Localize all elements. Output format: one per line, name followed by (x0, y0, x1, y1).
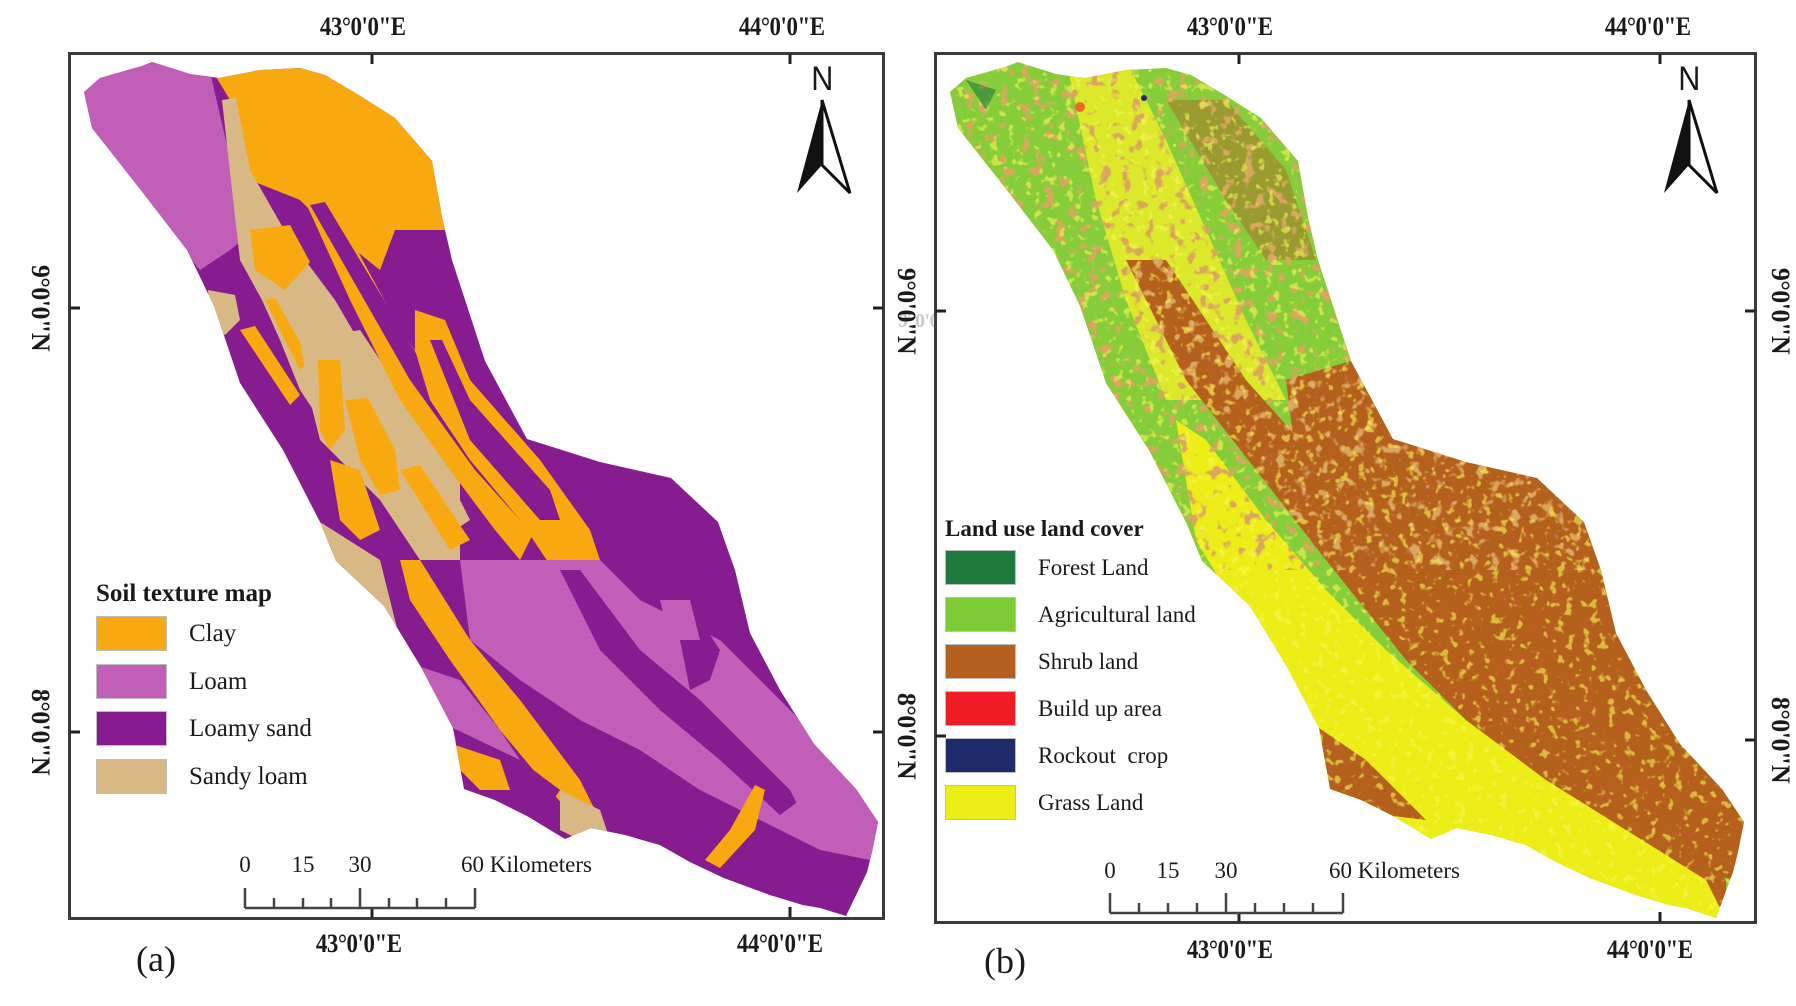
legend-label: Forest Land (1038, 554, 1149, 580)
legend-item-grass-land: Grass Land (945, 785, 1196, 820)
legend-label: Rockout crop (1038, 742, 1169, 768)
scale-label-0: 0 (239, 852, 251, 877)
legend-swatch (96, 664, 167, 699)
legend-swatch (96, 711, 167, 746)
legend-swatch (945, 550, 1016, 585)
scale-bar-graphic (243, 888, 477, 910)
legend-swatch (945, 738, 1016, 773)
land-use-map (936, 54, 1755, 922)
land-use-legend: Land use land cover Forest Land Agricult… (945, 516, 1196, 820)
scale-label-0: 0 (1104, 858, 1116, 883)
legend-swatch (945, 785, 1016, 820)
top-longitude-43: 43°0'0"E (319, 12, 406, 41)
bottom-longitude-44: 44°0'0"E (1606, 935, 1693, 964)
bottom-longitude-43: 43°0'0"E (1186, 935, 1273, 964)
legend-label: Loamy sand (189, 714, 312, 742)
legend-swatch (945, 644, 1016, 679)
top-longitude-43: 43°0'0"E (1186, 12, 1273, 41)
soil-texture-map (70, 54, 883, 917)
north-arrow-icon (1664, 99, 1719, 195)
legend-item-build-up-area: Build up area (945, 691, 1196, 726)
legend-swatch (945, 597, 1016, 632)
panel-label-b: (b) (984, 941, 1026, 981)
legend-label: Grass Land (1038, 789, 1144, 815)
legend-label: Sandy loam (189, 762, 308, 790)
legend-item-loamy-sand: Loamy sand (96, 711, 312, 746)
panel-a-soil-texture: 43°0'0"E 44°0'0"E 9°0'0"N 8°0'0"N (26, 12, 964, 979)
legend-title: Soil texture map (96, 580, 272, 607)
legend-swatch (96, 616, 167, 651)
bottom-longitude-43: 43°0'0"E (315, 929, 402, 958)
scale-bar-graphic (1108, 893, 1345, 915)
panel-b-land-use: 43°0'0"E 44°0'0"E 9°0'0"N 8°0'0"N 9°0'0"… (866, 0, 1796, 1006)
north-label: N (1678, 60, 1701, 98)
scale-label-15: 15 (1156, 858, 1180, 883)
legend-item-sandy-loam: Sandy loam (96, 759, 312, 794)
legend-label: Agricultural land (1038, 601, 1196, 627)
top-longitude-44: 44°0'0"E (738, 12, 825, 41)
legend-label: Loam (189, 667, 248, 695)
legend-item-agricultural-land: Agricultural land (945, 597, 1196, 632)
scale-label-30: 30 (1214, 858, 1238, 883)
legend-item-forest-land: Forest Land (945, 550, 1196, 585)
panel-label-a: (a) (136, 939, 176, 979)
scale-label-15: 15 (291, 852, 315, 877)
legend-item-clay: Clay (96, 616, 312, 651)
bottom-longitude-44: 44°0'0"E (736, 929, 823, 958)
legend-title: Land use land cover (945, 516, 1144, 541)
legend-item-shrub-land: Shrub land (945, 644, 1196, 679)
legend-label: Build up area (1038, 695, 1162, 721)
north-label: N (811, 60, 834, 98)
scale-label-60-km: 60 Kilometers (461, 852, 592, 877)
top-longitude-44: 44°0'0"E (1604, 12, 1691, 41)
legend-swatch (96, 759, 167, 794)
legend-item-loam: Loam (96, 664, 312, 699)
soil-legend: Soil texture map Clay Loam Loamy sand Sa… (96, 580, 312, 794)
legend-item-rockout-crop: Rockout crop (945, 738, 1196, 773)
legend-swatch (945, 691, 1016, 726)
scale-label-30: 30 (348, 852, 372, 877)
legend-label: Clay (189, 619, 237, 647)
legend-label: Shrub land (1038, 648, 1139, 674)
scale-label-60-km: 60 Kilometers (1329, 858, 1460, 883)
north-arrow-icon (797, 99, 852, 195)
